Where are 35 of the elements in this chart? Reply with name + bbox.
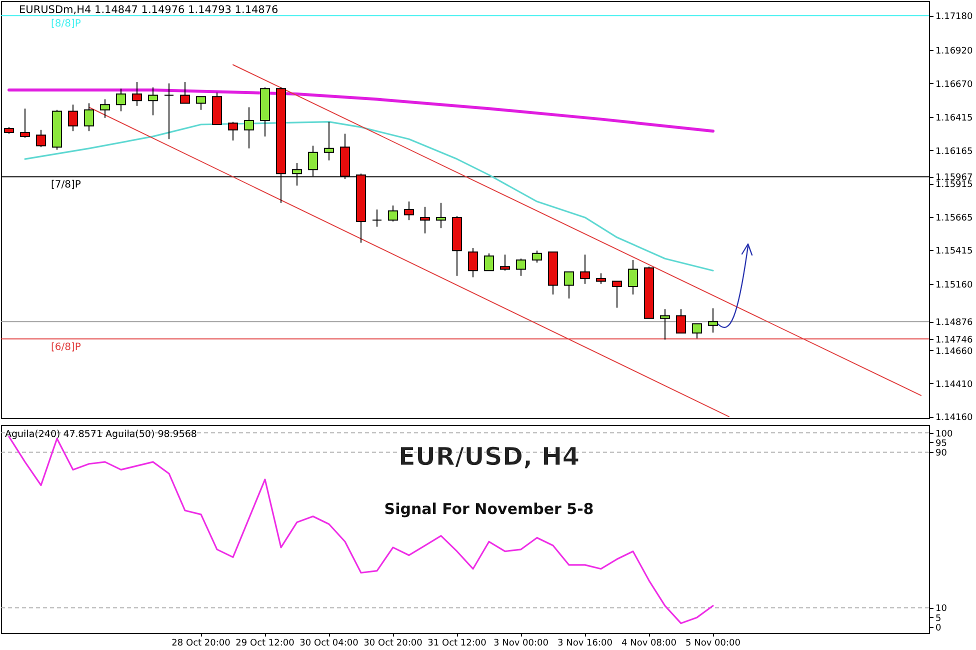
x-tick-label: 4 Nov 08:00: [622, 638, 677, 648]
y-tick-label: 1.16415: [936, 114, 973, 124]
y-tick-label: 1.14746: [936, 335, 973, 346]
y-tick-label: 1.16670: [936, 80, 973, 90]
x-tick-label: 28 Oct 20:00: [172, 638, 231, 648]
y-tick-label: 0: [936, 624, 942, 634]
y-tick-label: 1.14876: [936, 318, 973, 328]
x-tick-label: 30 Oct 04:00: [300, 638, 359, 648]
y-tick-label: 1.17180: [936, 12, 973, 22]
text: Signal For November 5-8: [384, 500, 594, 518]
x-tick-label: 5 Nov 00:00: [686, 638, 741, 648]
x-tick-label: 30 Oct 20:00: [364, 638, 423, 648]
x-tick-label: 3 Nov 00:00: [494, 638, 549, 648]
x-tick-label: 29 Oct 12:00: [236, 638, 295, 648]
annotation: EURUSDm,H4 1.14847 1.14976 1.14793 1.14876: [19, 4, 279, 16]
y-tick-label: 1.14160: [936, 413, 973, 424]
y-tick-label: 10: [936, 604, 948, 614]
y-tick-label: 100: [936, 429, 953, 440]
x-tick-label: 3 Nov 16:00: [558, 638, 613, 648]
y-tick-label: 1.14410: [936, 380, 973, 390]
y-tick-label: 5: [936, 614, 942, 624]
y-tick-label: 1.15665: [936, 213, 973, 224]
y-tick-label: 95: [936, 438, 947, 449]
ref-line-label: [7/8]P: [51, 180, 81, 191]
annotation: Aguila(240) 47.8571 Aguila(50) 98.9568: [5, 429, 197, 440]
y-tick-label: 1.15160: [936, 280, 973, 290]
x-tick-label: 31 Oct 12:00: [428, 638, 487, 648]
y-tick-label: 1.14660: [936, 346, 973, 357]
y-tick-label: 90: [936, 448, 948, 459]
y-tick-label: 1.15415: [936, 246, 973, 257]
text: EUR/USD, H4: [398, 442, 580, 471]
ref-line-label: [8/8]P: [51, 18, 81, 30]
ref-line-label: [6/8]P: [51, 342, 81, 353]
y-tick-label: 1.16165: [936, 146, 973, 157]
y-tick-label: 1.16920: [936, 46, 973, 57]
